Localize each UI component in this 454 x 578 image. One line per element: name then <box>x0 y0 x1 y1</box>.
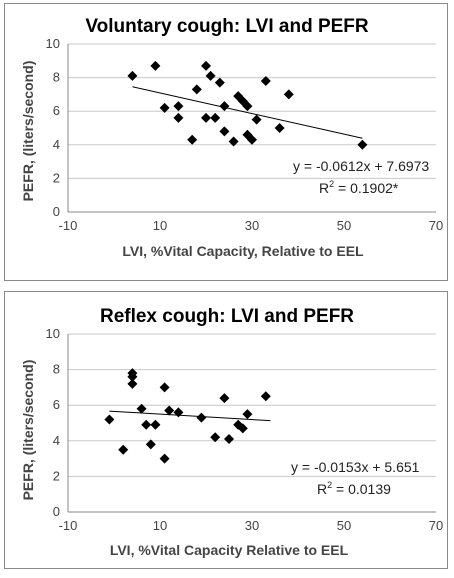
data-point <box>187 134 198 145</box>
data-point <box>150 419 161 430</box>
x-tick-label: 30 <box>245 518 259 533</box>
r-squared-label: R2 = 0.0139 <box>317 480 391 497</box>
x-tick-label: 70 <box>429 518 443 533</box>
x-axis-label: LVI, %Vital Capacity Relative to EEL <box>110 542 349 558</box>
data-point <box>159 453 170 464</box>
chart-title: Voluntary cough: LVI and PEFR <box>85 16 369 37</box>
voluntary-cough-chart-panel: Voluntary cough: LVI and PEFR LVI, %Vita… <box>4 3 448 281</box>
voluntary-cough-chart: Voluntary cough: LVI and PEFR LVI, %Vita… <box>20 16 444 259</box>
y-axis-label: PEFR, (liters/second) <box>20 360 36 501</box>
x-axis-label: LVI, %Vital Capacity, Relative to EEL <box>122 243 364 259</box>
plot-area: 0 2 4 6 8 10 -10 10 30 50 70 <box>46 36 444 233</box>
data-point <box>118 444 129 455</box>
trendline-equation: y = -0.0612x + 7.6973 <box>293 158 429 174</box>
data-point <box>173 112 184 123</box>
data-point <box>201 60 211 71</box>
data-point <box>173 101 184 112</box>
data-point <box>141 419 152 430</box>
data-point <box>283 89 294 100</box>
y-tick-label: 10 <box>46 326 60 341</box>
y-tick-label: 10 <box>46 36 60 51</box>
data-point <box>136 403 147 414</box>
y-tick-label: 6 <box>53 103 60 118</box>
x-tick-label: 30 <box>245 218 259 233</box>
x-tick-label: 10 <box>153 518 167 533</box>
y-tick-label: 2 <box>53 468 60 483</box>
y-tick-label: 0 <box>53 504 60 519</box>
y-tick-label: 4 <box>53 433 60 448</box>
data-point <box>164 405 175 416</box>
chart-title: Reflex cough: LVI and PEFR <box>100 306 354 327</box>
trendline <box>109 410 271 422</box>
reflex-cough-chart-panel: Reflex cough: LVI and PEFR LVI, %Vital C… <box>4 291 448 569</box>
data-point <box>201 112 211 123</box>
y-tick-label: 2 <box>53 170 60 185</box>
data-point <box>210 112 221 123</box>
data-point <box>242 409 253 420</box>
y-tick-label: 8 <box>53 70 60 85</box>
data-point <box>219 126 230 137</box>
reflex-cough-chart: Reflex cough: LVI and PEFR LVI, %Vital C… <box>20 306 444 558</box>
data-point <box>247 134 257 145</box>
y-tick-label: 0 <box>53 204 60 219</box>
plot-area: 0 2 4 6 8 10 -10 10 30 50 70 <box>46 326 444 533</box>
x-tick-label: 10 <box>153 218 167 233</box>
data-point <box>191 84 202 95</box>
data-point <box>219 393 230 404</box>
data-point <box>205 70 216 81</box>
y-tick-label: 8 <box>53 362 60 377</box>
trendline-equation: y = -0.0153x + 5.651 <box>291 459 420 475</box>
x-tick-label: -10 <box>59 218 78 233</box>
data-point <box>210 432 221 443</box>
data-point <box>127 378 138 389</box>
data-point <box>214 77 225 88</box>
data-point <box>357 139 368 150</box>
data-point <box>145 439 156 450</box>
y-axis-label: PEFR, (liters/second) <box>20 61 36 202</box>
data-point <box>150 60 161 71</box>
x-tick-label: 70 <box>429 218 443 233</box>
r-squared-label: R2 = 0.1902* <box>319 179 399 196</box>
y-tick-label: 6 <box>53 397 60 412</box>
data-point <box>260 391 271 402</box>
data-point <box>196 412 207 423</box>
data-point <box>104 414 115 425</box>
data-point <box>251 114 262 125</box>
data-point <box>260 75 271 86</box>
data-point <box>159 382 170 393</box>
x-tick-label: 50 <box>337 518 351 533</box>
x-tick-label: 50 <box>337 218 351 233</box>
data-point <box>274 123 285 133</box>
data-point <box>173 407 184 418</box>
data-point <box>242 101 253 112</box>
data-point <box>127 70 138 81</box>
x-tick-label: -10 <box>59 518 78 533</box>
data-point <box>159 102 170 113</box>
data-point <box>237 423 248 434</box>
y-tick-label: 4 <box>53 137 60 152</box>
data-point <box>224 434 234 445</box>
data-point <box>228 136 239 147</box>
trendline <box>132 86 363 139</box>
data-point <box>219 101 230 112</box>
